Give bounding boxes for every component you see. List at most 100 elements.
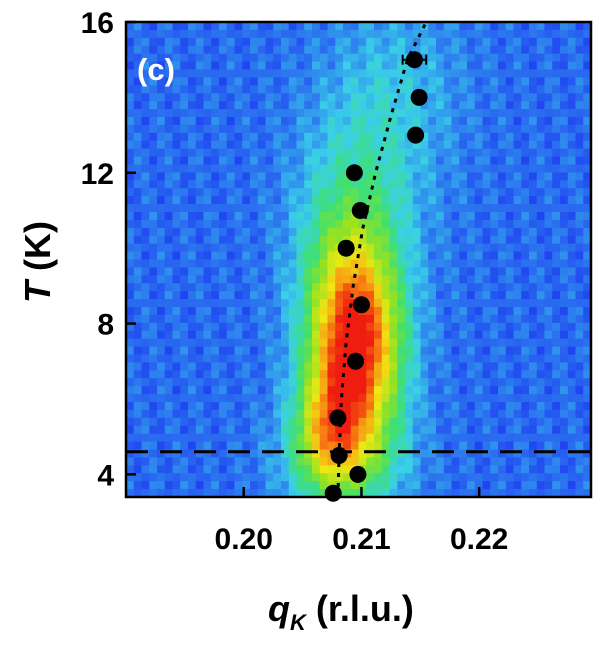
heatmap-cell	[257, 140, 267, 150]
heatmap-cell	[381, 465, 391, 474]
heatmap-cell	[513, 45, 522, 55]
heatmap-cell	[126, 330, 135, 340]
heatmap-cell	[490, 124, 499, 134]
heatmap-cell	[374, 465, 383, 474]
heatmap-cell	[521, 330, 530, 340]
heatmap-cell	[498, 362, 507, 371]
heatmap-cell	[126, 465, 135, 474]
heatmap-cell	[141, 354, 150, 364]
heatmap-cell	[203, 465, 212, 474]
heatmap-cell	[281, 362, 290, 371]
heatmap-cell	[459, 132, 468, 142]
heatmap-cell	[164, 132, 174, 142]
heatmap-cell	[149, 425, 158, 435]
heatmap-cell	[172, 69, 181, 79]
heatmap-cell	[343, 346, 352, 356]
heatmap-cell	[296, 164, 305, 174]
heatmap-cell	[567, 227, 577, 237]
heatmap-cell	[536, 330, 546, 340]
heatmap-cell	[420, 441, 429, 451]
heatmap-cell	[389, 53, 398, 63]
heatmap-cell	[188, 386, 197, 395]
heatmap-cell	[397, 386, 406, 395]
heatmap-cell	[304, 307, 313, 316]
heatmap-cell	[242, 243, 251, 253]
heatmap-cell	[560, 251, 569, 261]
heatmap-cell	[474, 219, 484, 229]
heatmap-cell	[505, 322, 515, 332]
heatmap-cell	[498, 481, 507, 490]
heatmap-cell	[126, 314, 135, 324]
heatmap-cell	[327, 188, 336, 197]
heatmap-cell	[575, 37, 584, 47]
heatmap-cell	[521, 227, 530, 237]
heatmap-cell	[304, 362, 313, 371]
heatmap-cell	[281, 299, 290, 308]
heatmap-cell	[583, 196, 591, 205]
heatmap-cell	[436, 172, 445, 181]
heatmap-cell	[428, 362, 437, 371]
heatmap-cell	[219, 101, 228, 110]
heatmap-cell	[467, 204, 476, 213]
heatmap-cell	[312, 330, 321, 340]
heatmap-cell	[281, 45, 290, 55]
heatmap-cell	[405, 386, 414, 395]
heatmap-cell	[560, 227, 569, 237]
heatmap-cell	[412, 473, 422, 482]
heatmap-cell	[226, 172, 236, 181]
heatmap-cell	[319, 61, 329, 71]
heatmap-cell	[451, 227, 460, 237]
heatmap-cell	[374, 148, 383, 158]
heatmap-cell	[242, 204, 251, 213]
heatmap-cell	[195, 109, 205, 118]
heatmap-cell	[149, 243, 158, 253]
heatmap-cell	[389, 378, 398, 387]
heatmap-cell	[443, 117, 453, 126]
heatmap-cell	[195, 370, 205, 379]
heatmap-cell	[536, 251, 546, 261]
heatmap-cell	[149, 417, 158, 427]
heatmap-cell	[552, 117, 561, 126]
heatmap-cell	[327, 132, 336, 142]
heatmap-cell	[273, 291, 282, 300]
heatmap-cell	[172, 267, 181, 276]
heatmap-cell	[164, 338, 174, 348]
heatmap-cell	[482, 386, 491, 395]
heatmap-cell	[513, 140, 522, 150]
heatmap-cell	[505, 338, 515, 348]
heatmap-cell	[498, 37, 507, 47]
heatmap-cell	[513, 489, 522, 497]
heatmap-cell	[242, 291, 251, 300]
heatmap-cell	[141, 29, 150, 39]
heatmap-cell	[467, 481, 476, 490]
heatmap-cell	[521, 53, 530, 63]
heatmap-cell	[319, 172, 329, 181]
heatmap-cell	[211, 172, 220, 181]
heatmap-cell	[250, 172, 259, 181]
heatmap-cell	[544, 93, 553, 102]
heatmap-cell	[358, 69, 367, 79]
heatmap-cell	[265, 299, 274, 308]
heatmap-cell	[211, 196, 220, 205]
heatmap-cell	[482, 132, 491, 142]
heatmap-cell	[428, 370, 437, 379]
heatmap-cell	[482, 61, 491, 71]
heatmap-cell	[273, 22, 282, 31]
heatmap-cell	[335, 148, 344, 158]
heatmap-cell	[583, 117, 591, 126]
heatmap-cell	[273, 29, 282, 39]
heatmap-cell	[366, 354, 375, 364]
heatmap-cell	[389, 37, 398, 47]
heatmap-cell	[327, 338, 336, 348]
heatmap-cell	[242, 354, 251, 364]
heatmap-cell	[583, 362, 591, 371]
heatmap-cell	[529, 37, 538, 47]
heatmap-cell	[304, 251, 313, 261]
heatmap-cell	[172, 441, 181, 451]
heatmap-cell	[219, 140, 228, 150]
heatmap-cell	[172, 22, 181, 31]
heatmap-cell	[250, 164, 259, 174]
heatmap-cell	[536, 132, 546, 142]
heatmap-cell	[366, 346, 375, 356]
heatmap-cell	[529, 275, 538, 284]
